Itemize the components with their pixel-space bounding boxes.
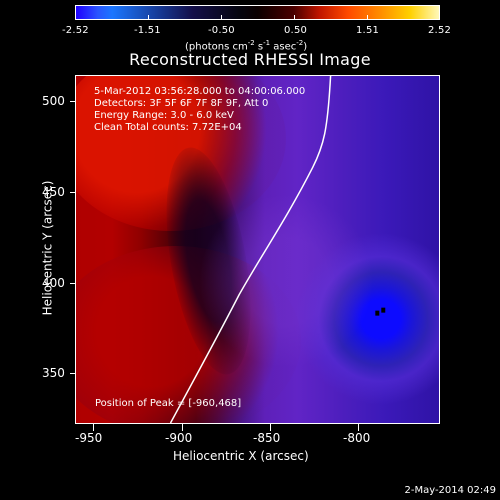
colorbar-units-exp2: -1 <box>263 39 271 47</box>
x-tick <box>358 423 359 431</box>
page-title: Reconstructed RHESSI Image <box>129 50 371 69</box>
colorbar-units: (photons cm-2 s-1 asec-2) <box>185 39 307 52</box>
x-tick-label: -950 <box>75 431 103 445</box>
y-tick <box>70 373 76 374</box>
y-tick <box>70 192 76 193</box>
x-tick <box>93 423 94 431</box>
info-clean: Clean Total counts: 7.72E+04 <box>94 122 242 133</box>
y-axis-title: Heliocentric Y (arcsec) <box>40 180 55 316</box>
colorbar-units-exp3: -2 <box>296 39 304 47</box>
colorbar-tick <box>439 15 440 19</box>
y-tick-label: 350 <box>42 366 65 380</box>
colorbar-tick <box>221 15 222 19</box>
image-panel: 5-Mar-2012 03:56:28.000 to 04:00:06.000 … <box>75 75 440 424</box>
peak-marker <box>375 310 380 316</box>
colorbar-units-suffix: ) <box>303 41 308 53</box>
limb-curve <box>169 76 332 423</box>
x-tick <box>182 423 183 431</box>
colorbar-label: -1.51 <box>134 25 161 36</box>
plot-overlay <box>169 76 386 423</box>
x-tick-label: -850 <box>253 431 281 445</box>
colorbar-tick <box>367 15 368 19</box>
info-energy: Energy Range: 3.0 - 6.0 keV <box>94 110 234 121</box>
colorbar-tick <box>148 15 149 19</box>
y-tick <box>70 101 76 102</box>
colorbar <box>75 5 440 20</box>
x-axis-title: Heliocentric X (arcsec) <box>173 449 309 463</box>
colorbar-label: -0.50 <box>208 25 235 36</box>
x-tick-label: -900 <box>165 431 193 445</box>
info-detectors: Detectors: 3F 5F 6F 7F 8F 9F, Att 0 <box>94 98 269 109</box>
colorbar-tick <box>75 15 76 19</box>
x-tick <box>270 423 271 431</box>
colorbar-label: 0.50 <box>284 25 308 36</box>
y-tick-label: 400 <box>42 276 65 290</box>
y-tick <box>70 283 76 284</box>
timestamp: 2-May-2014 02:49 <box>404 485 496 496</box>
purple-glow <box>196 196 376 366</box>
y-tick-label: 500 <box>42 94 65 108</box>
y-tick-label: 450 <box>42 185 65 199</box>
peak-position: Position of Peak = [-960,468] <box>95 398 242 409</box>
colorbar-units-prefix: (photons cm <box>185 41 248 53</box>
info-time: 5-Mar-2012 03:56:28.000 to 04:00:06.000 <box>94 86 306 97</box>
colorbar-tick <box>294 15 295 19</box>
colorbar-label: 2.52 <box>428 25 452 36</box>
x-tick-label: -800 <box>343 431 371 445</box>
colorbar-label: 1.51 <box>356 25 380 36</box>
colorbar-units-mid1: s <box>254 41 264 53</box>
colorbar-units-mid2: asec <box>270 41 297 53</box>
peak-marker <box>381 307 386 313</box>
colorbar-label: -2.52 <box>62 25 89 36</box>
colorbar-units-exp1: -2 <box>247 39 255 47</box>
